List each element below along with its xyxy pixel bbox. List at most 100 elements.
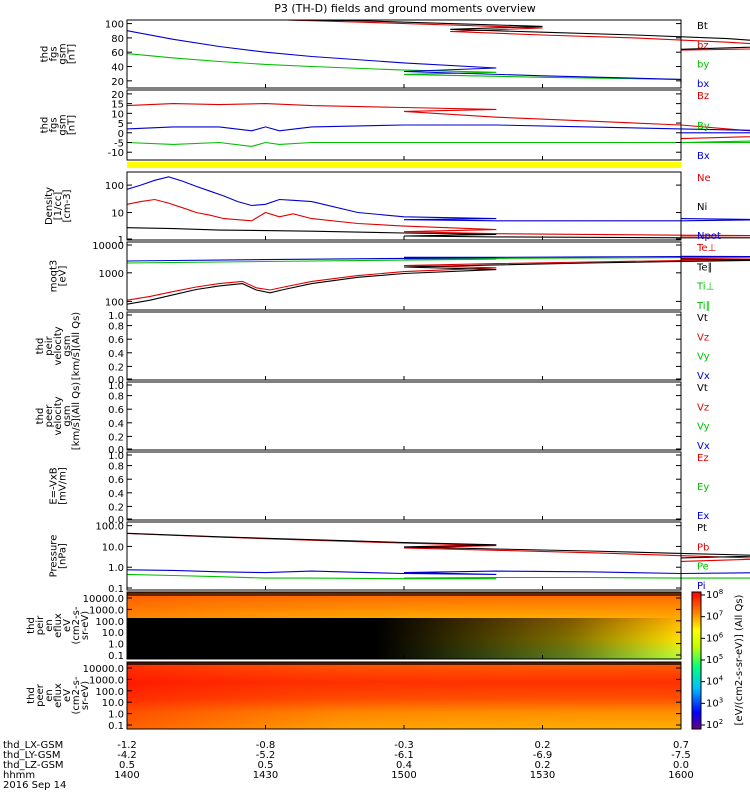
- legend-by: by: [697, 60, 709, 71]
- panel-frame: [126, 381, 682, 451]
- legend-Vx: Vx: [697, 371, 710, 382]
- y-axis-label-line: gsm: [58, 114, 69, 135]
- y-axis-label-line: en: [44, 619, 55, 632]
- x-tick-label: -0.3: [394, 740, 414, 751]
- x-tick-label: 1430: [253, 770, 278, 781]
- y-axis-label-line: eV: [62, 619, 73, 632]
- y-tick-label: 10000.0: [83, 664, 124, 675]
- y-tick-label: 15: [111, 100, 124, 111]
- legend-Pi: Pi: [697, 581, 706, 592]
- spectrogram-2: [127, 662, 681, 729]
- y-axis-label-line: thd: [26, 617, 37, 634]
- legend-Pe: Pe: [697, 562, 709, 573]
- colorbar-tick-label: 104: [706, 675, 724, 688]
- colorbar-tick-label: 107: [706, 610, 723, 623]
- y-axis-label-line: Density: [44, 187, 55, 225]
- series-Npot-line: [126, 176, 750, 222]
- y-tick-label: -10: [108, 148, 124, 159]
- y-axis-label-line: thd: [35, 338, 46, 355]
- x-tick-label: -1.2: [117, 740, 137, 751]
- y-tick-label: 1.0: [108, 311, 124, 322]
- y-tick-label: 0.0: [108, 515, 124, 526]
- y-axis-label-line: gsm: [62, 335, 73, 356]
- series-bx-line: [126, 30, 682, 84]
- panel-frame: [126, 521, 682, 591]
- y-tick-label: 0.8: [108, 462, 124, 473]
- legend-By: By: [697, 121, 710, 132]
- colorbar-tick-label: 103: [706, 696, 723, 709]
- x-tick-label: 0.0: [673, 760, 689, 771]
- y-axis-label-line: eflux: [53, 613, 64, 638]
- y-tick-label: 100.0: [95, 617, 124, 628]
- spectrogram-1: [127, 592, 681, 659]
- y-tick-label: 100: [105, 181, 124, 192]
- series-Pe-line: [126, 573, 750, 580]
- x-tick-label: -6.9: [533, 750, 553, 761]
- y-tick-label: 0.2: [108, 362, 124, 373]
- legend-Vz: Vz: [697, 402, 709, 413]
- y-axis-label-line: thd: [40, 117, 51, 134]
- y-tick-label: 0.1: [108, 721, 124, 732]
- series-Bt-line: [286, 19, 750, 50]
- x-axis-row-label: thd_LZ-GSM: [3, 760, 64, 771]
- x-axis-row-label: hhmm: [3, 770, 35, 781]
- y-tick-label: 1000: [99, 269, 124, 280]
- series-Te⊥-line: [126, 257, 750, 301]
- y-axis-label-line: [km/s](All Qs): [71, 312, 82, 380]
- y-axis-label-line: eV: [62, 689, 73, 702]
- legend-Ti⊥: Ti⊥: [696, 282, 714, 293]
- legend-Ex: Ex: [697, 511, 709, 522]
- series-Te∥-line: [126, 258, 750, 305]
- series-Pi-line: [126, 569, 750, 575]
- legend-bz: bz: [697, 40, 709, 51]
- legend-Vx: Vx: [697, 441, 710, 452]
- y-axis-label: moqt3[eV]: [49, 260, 69, 293]
- y-axis-label-line: (cm2-s-: [71, 606, 82, 644]
- panel-3: 100 10 1 Density[1/cc][cm-3] Ne Ni Npot: [44, 171, 750, 246]
- y-tick-label: 1: [118, 235, 124, 246]
- legend-bx: bx: [697, 79, 709, 90]
- y-axis-label: Density[1/cc][cm-3]: [44, 187, 73, 225]
- y-axis-label-line: fgs: [49, 46, 60, 61]
- y-tick-label: 1.0: [108, 640, 124, 651]
- y-tick-label: 5: [118, 119, 124, 130]
- legend-Pt: Pt: [697, 523, 707, 534]
- legend-Vy: Vy: [697, 352, 710, 363]
- legend-Vt: Vt: [697, 313, 708, 324]
- legend-Pb: Pb: [697, 542, 709, 553]
- series-Pt-line: [126, 532, 750, 559]
- panel-frame: [126, 311, 682, 381]
- y-tick-label: 0.8: [108, 392, 124, 403]
- y-axis-label-line: velocity: [53, 396, 64, 435]
- y-axis-label-line: sr-eV): [80, 681, 91, 710]
- y-axis-label-line: [nPa]: [58, 543, 69, 569]
- y-tick-label: 40: [111, 63, 124, 74]
- y-tick-label: 0.6: [108, 335, 124, 346]
- x-tick-label: 1530: [530, 770, 555, 781]
- y-tick-label: 0.2: [108, 432, 124, 443]
- series-by-line: [126, 53, 682, 83]
- y-tick-label: 10: [111, 209, 124, 220]
- x-tick-label: 0.2: [535, 740, 551, 751]
- legend-Te∥: Te∥: [696, 262, 713, 273]
- y-tick-label: 1.0: [108, 563, 124, 574]
- y-axis-label-line: peir: [35, 615, 46, 635]
- series-bz-line: [286, 19, 750, 51]
- y-axis-label-line: gsm: [58, 43, 69, 64]
- y-axis-label-line: moqt3: [49, 260, 60, 293]
- y-axis-label-line: thd: [26, 687, 37, 704]
- y-axis-label-line: eflux: [53, 683, 64, 708]
- y-tick-label: 0.0: [108, 375, 124, 386]
- y-tick-label: 0.1: [108, 584, 124, 595]
- y-tick-label: 80: [111, 34, 124, 45]
- legend-Bz: Bz: [697, 91, 709, 102]
- y-tick-label: 1.0: [108, 451, 124, 462]
- y-axis-label-line: [cm-3]: [62, 189, 73, 222]
- legend-Vt: Vt: [697, 383, 708, 394]
